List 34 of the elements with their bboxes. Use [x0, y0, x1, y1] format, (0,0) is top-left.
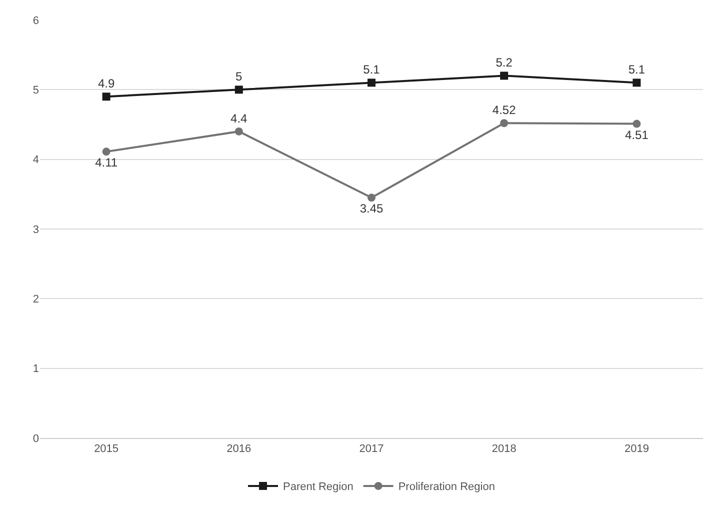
point	[234, 127, 243, 136]
point	[234, 86, 243, 94]
y-tick-label: 1	[32, 363, 39, 376]
point	[500, 72, 508, 80]
data-label: 4.11	[95, 156, 118, 170]
data-label: 5.2	[496, 56, 513, 70]
point	[500, 119, 508, 128]
x-tick-label: 2015	[94, 443, 119, 456]
y-tick-label: 3	[32, 224, 39, 236]
point	[368, 194, 376, 202]
data-label: 5	[236, 70, 243, 84]
x-tick-label: 2016	[226, 443, 252, 456]
y-tick-label: 6	[32, 14, 39, 27]
x-tick-label: 2018	[492, 443, 516, 456]
data-label: 4.4	[230, 111, 248, 126]
data-label: 4.52	[492, 103, 516, 118]
data-label: 5.1	[628, 62, 646, 77]
data-label: 3.45	[360, 202, 384, 216]
point	[102, 92, 110, 101]
legend-label: Parent Region	[283, 481, 354, 494]
data-label: 4.9	[98, 76, 115, 91]
x-tick-label: 2017	[359, 443, 384, 456]
data-label: 5.1	[363, 62, 380, 77]
point	[368, 78, 376, 87]
point	[632, 78, 641, 87]
y-tick-label: 2	[32, 294, 39, 306]
y-tick-label: 4	[32, 154, 39, 166]
y-tick-label: 0	[32, 432, 39, 445]
legend-label: Proliferation Region	[398, 481, 495, 494]
point	[102, 148, 110, 156]
y-tick-label: 5	[32, 84, 39, 97]
point	[632, 120, 641, 128]
data-label: 4.51	[625, 128, 649, 142]
x-tick-label: 2019	[624, 443, 649, 456]
